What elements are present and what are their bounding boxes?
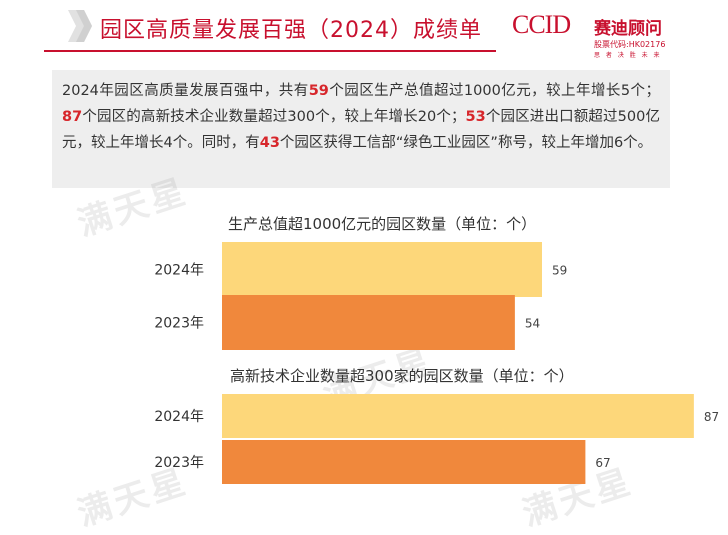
title-underline xyxy=(44,50,496,52)
brand-latin: CCID xyxy=(512,10,571,39)
chart-title: 高新技术企业数量超300家的园区数量（单位：个） xyxy=(230,367,574,385)
header-bar: 园区高质量发展百强（2024）成绩单 CCID 赛迪顾问 股票代码:HK0217… xyxy=(0,0,728,62)
category-label: 2023年 xyxy=(154,455,204,471)
summary-part: 2024年园区高质量发展百强中，共有 xyxy=(62,83,309,99)
value-label: 59 xyxy=(552,264,567,278)
bar xyxy=(222,440,586,484)
bar xyxy=(222,242,542,297)
category-label: 2023年 xyxy=(154,316,204,332)
value-label: 54 xyxy=(525,317,540,331)
bar xyxy=(222,394,694,438)
title-arrow-icon xyxy=(66,6,94,46)
brand-stock-code: 股票代码:HK02176 xyxy=(594,40,666,49)
value-label: 67 xyxy=(595,456,610,470)
summary-part: 个园区获得工信部“绿色工业园区”称号，较上年增加6个。 xyxy=(279,135,653,151)
category-label: 2024年 xyxy=(154,409,204,425)
value-label: 87 xyxy=(704,410,719,424)
category-label: 2024年 xyxy=(154,263,204,279)
highlight-number: 87 xyxy=(62,109,83,125)
highlight-number: 59 xyxy=(308,83,329,99)
highlight-number: 53 xyxy=(465,109,486,125)
bar-charts: 2024年 59 2023年 54 2024年 87 2023年 67 xyxy=(154,242,719,484)
summary-part: 个园区生产总值超过1000亿元，较上年增长5个； xyxy=(328,83,660,99)
summary-part: 个园区进出口额超过500亿元，较上年增长4个。同时，有 xyxy=(62,109,661,151)
summary-text: 2024年园区高质量发展百强中，共有59个园区生产总值超过1000亿元，较上年增… xyxy=(52,70,670,188)
chart-title: 生产总值超1000亿元的园区数量（单位：个） xyxy=(228,215,537,233)
highlight-number: 43 xyxy=(259,135,280,151)
brand-slogan: 思 者 决 胜 未 来 xyxy=(594,52,662,59)
brand-name: 赛迪顾问 xyxy=(594,19,662,39)
page-title: 园区高质量发展百强（2024）成绩单 xyxy=(100,18,482,43)
brand-logo: CCID 赛迪顾问 股票代码:HK02176 思 者 决 胜 未 来 xyxy=(512,10,712,60)
bar xyxy=(222,295,515,350)
summary-part: 个园区的高新技术企业数量超过300个，较上年增长20个； xyxy=(82,109,466,125)
